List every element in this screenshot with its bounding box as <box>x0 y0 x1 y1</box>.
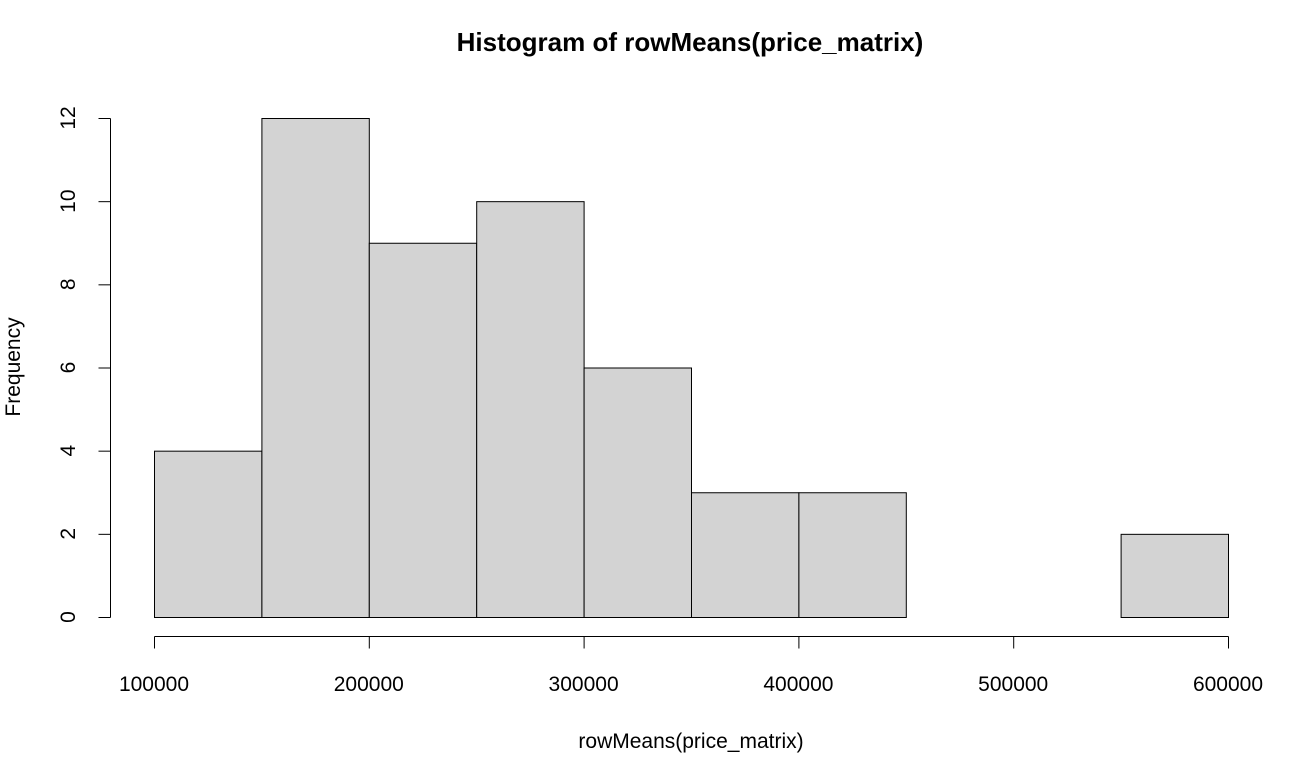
x-tick-label: 300000 <box>549 673 619 696</box>
histogram-bar <box>1120 533 1229 618</box>
x-tick-label: 100000 <box>119 673 189 696</box>
x-tick-label: 200000 <box>334 673 404 696</box>
x-axis: 100000 200000 300000 400000 500000 600000 <box>119 636 1263 696</box>
y-tick-label: 10 <box>57 189 80 212</box>
histogram-bar <box>154 450 263 618</box>
chart-title: Histogram of rowMeans(price_matrix) <box>457 27 924 57</box>
y-tick-label: 8 <box>57 278 80 290</box>
x-axis-label: rowMeans(price_matrix) <box>578 730 803 753</box>
x-tick-label: 500000 <box>978 673 1048 696</box>
y-axis: 0 2 4 6 8 10 12 <box>57 106 111 623</box>
y-axis-label: Frequency <box>2 317 25 417</box>
bars-group <box>154 118 1229 619</box>
histogram-bar <box>476 201 585 619</box>
histogram-bar <box>798 492 907 618</box>
histogram-bar <box>691 492 800 618</box>
histogram-bar <box>261 118 370 618</box>
y-tick-label: 0 <box>57 611 80 623</box>
y-tick-label: 2 <box>57 528 80 540</box>
y-tick-label: 4 <box>57 445 80 457</box>
y-tick-label: 6 <box>57 362 80 374</box>
y-tick-label: 12 <box>57 106 80 129</box>
x-tick-label: 400000 <box>763 673 833 696</box>
histogram-bar <box>583 367 692 618</box>
histogram-bar <box>368 242 478 618</box>
x-tick-label: 600000 <box>1193 673 1263 696</box>
